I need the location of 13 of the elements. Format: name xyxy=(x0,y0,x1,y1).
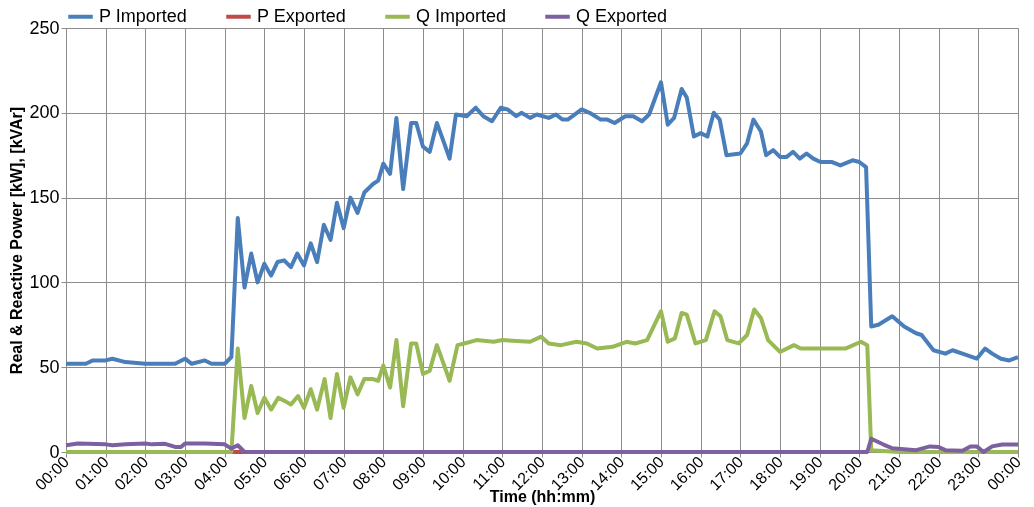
legend-label: Q Exported xyxy=(576,5,668,26)
line-series xyxy=(64,436,1020,454)
y-tick-label: 150 xyxy=(29,187,60,208)
y-axis-title: Real & Reactive Power [kW], [kVAr] xyxy=(8,106,26,375)
y-tick-label: 100 xyxy=(29,271,60,292)
legend-label: Q Imported xyxy=(416,5,507,26)
y-tick-label: 200 xyxy=(29,102,60,123)
line-series xyxy=(64,307,1020,454)
line-series xyxy=(64,80,1020,366)
legend-label: P Exported xyxy=(257,5,346,26)
y-tick-label: 50 xyxy=(39,356,60,377)
legend-label: P Imported xyxy=(99,5,187,26)
y-tick-label: 250 xyxy=(29,17,60,38)
